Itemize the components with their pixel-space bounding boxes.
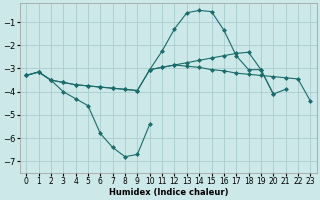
X-axis label: Humidex (Indice chaleur): Humidex (Indice chaleur) <box>108 188 228 197</box>
